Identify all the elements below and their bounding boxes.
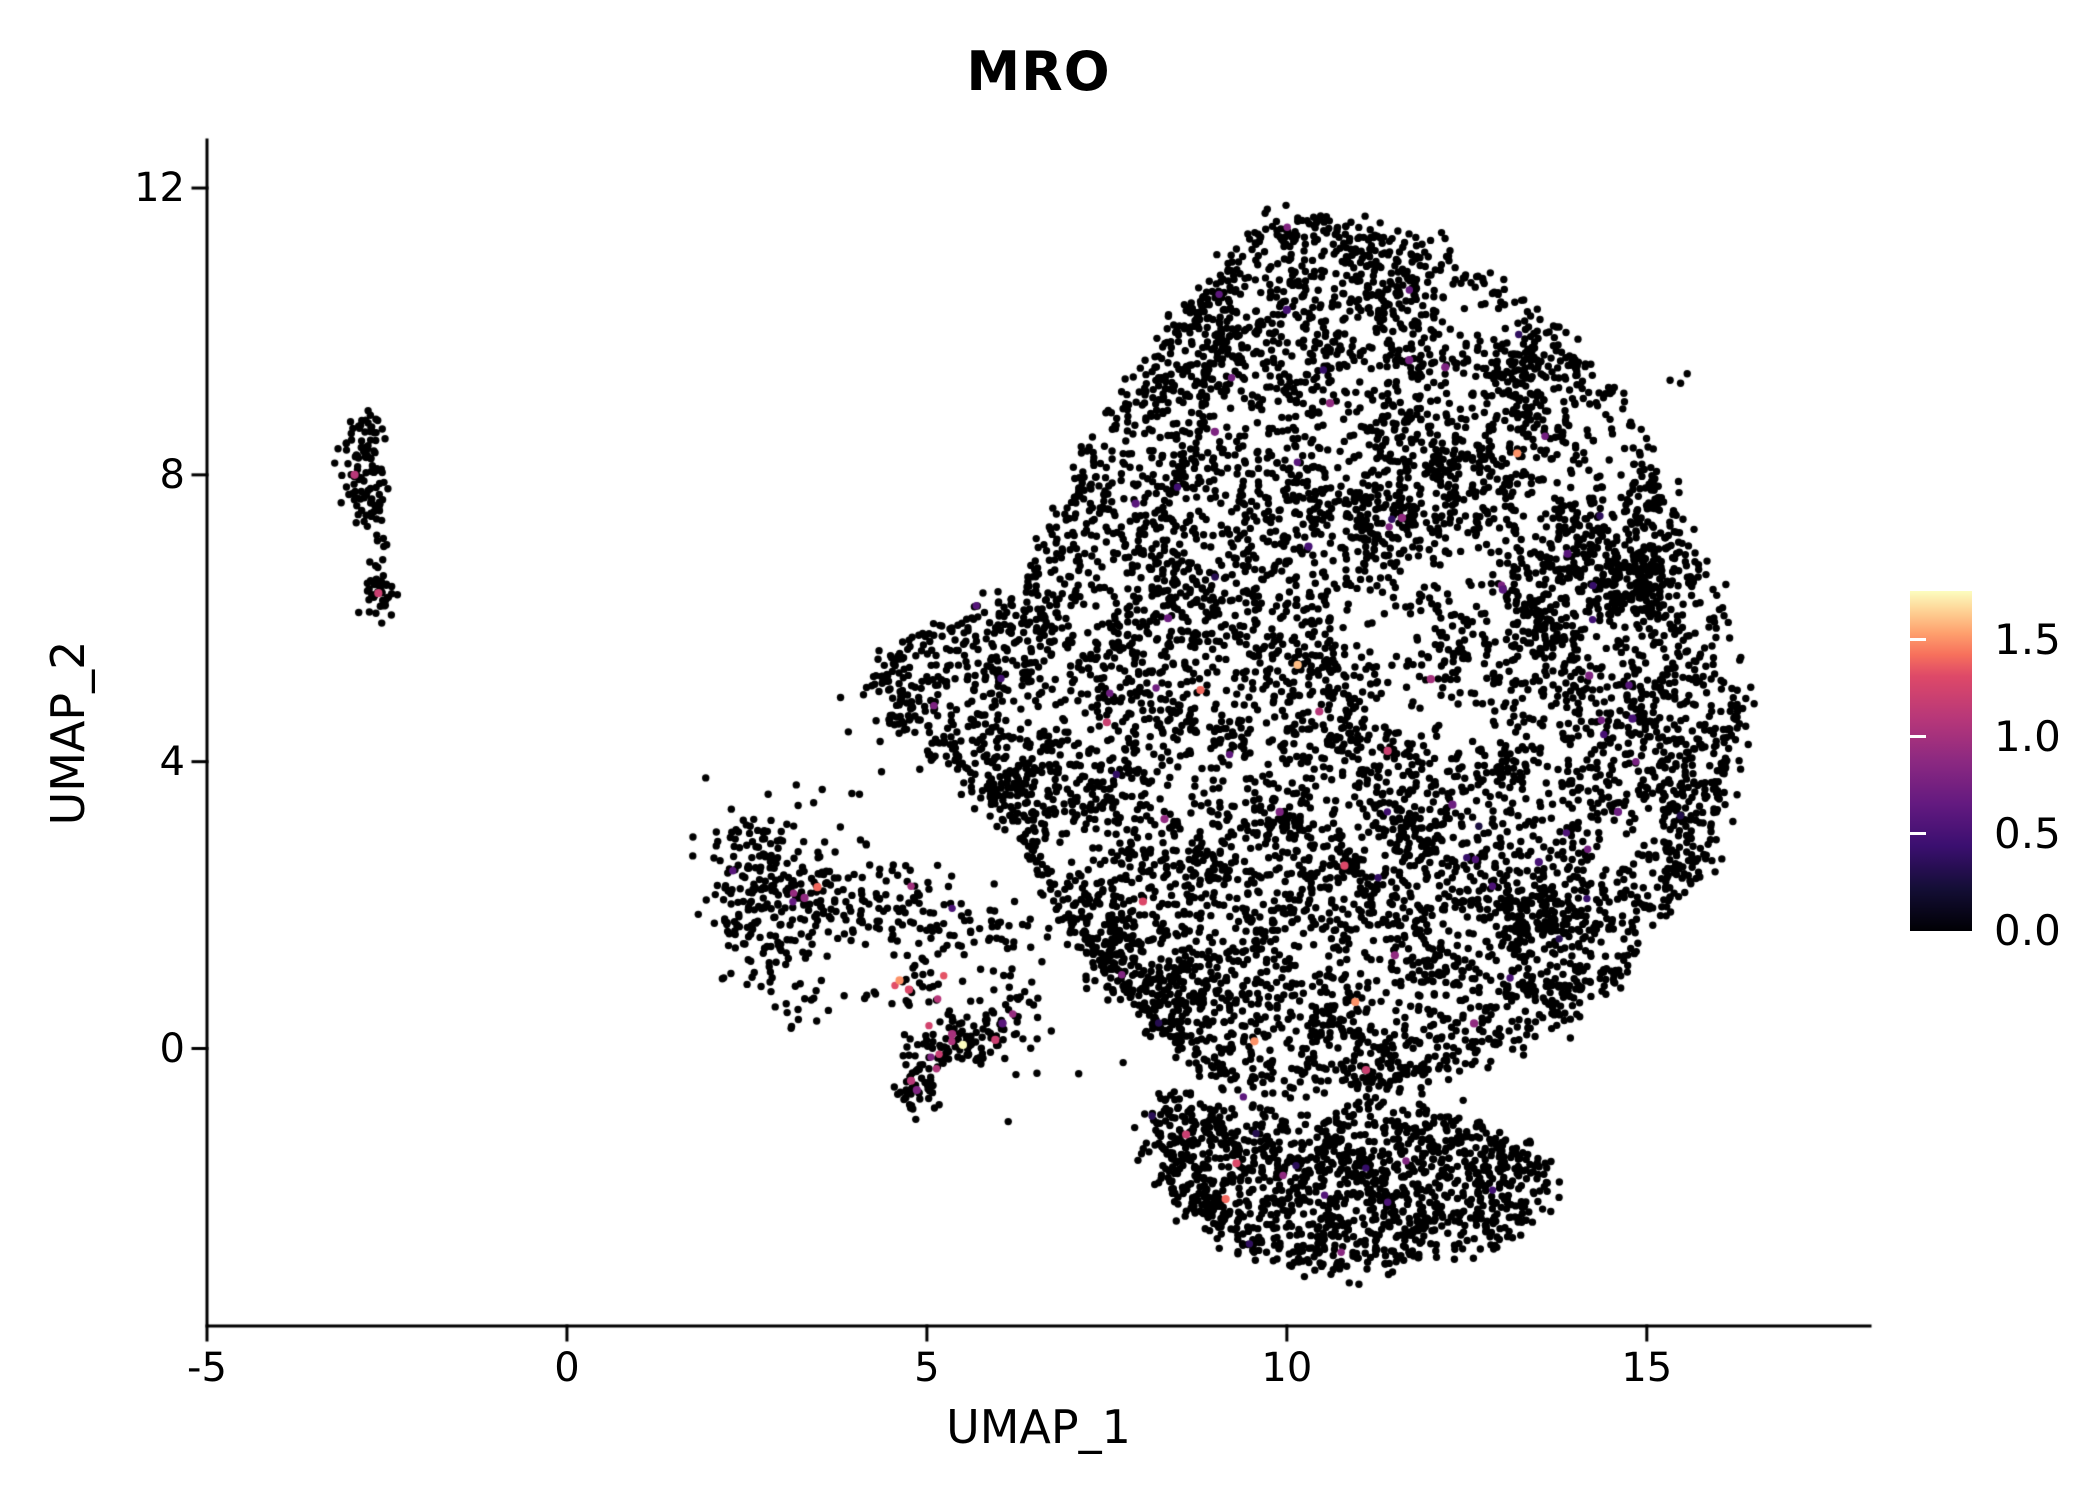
colorbar-gradient bbox=[1910, 591, 1972, 931]
y-axis-title: UMAP_2 bbox=[41, 640, 95, 826]
x-tick-label: 5 bbox=[914, 1345, 940, 1391]
colorbar-legend bbox=[1910, 591, 1972, 931]
plot-title: MRO bbox=[966, 40, 1111, 103]
x-tick-label: 10 bbox=[1261, 1345, 1313, 1391]
x-tick-label: -5 bbox=[187, 1345, 227, 1391]
colorbar-tick-label: 0.5 bbox=[1994, 808, 2061, 858]
colorbar-tick bbox=[1910, 832, 1926, 836]
y-tick-label: 4 bbox=[159, 738, 185, 785]
colorbar-tick-label: 1.5 bbox=[1994, 614, 2061, 664]
y-tick-label: 8 bbox=[159, 451, 185, 498]
y-tick-label: 12 bbox=[134, 165, 185, 212]
x-axis-title: UMAP_1 bbox=[946, 1400, 1131, 1454]
x-tick-label: 0 bbox=[554, 1345, 580, 1391]
x-tick-label: 15 bbox=[1621, 1345, 1673, 1391]
colorbar-tick-label: 0.0 bbox=[1994, 906, 2061, 955]
y-tick-label: 0 bbox=[159, 1025, 185, 1072]
colorbar-tick bbox=[1910, 735, 1926, 739]
colorbar-tick-label: 1.0 bbox=[1994, 711, 2061, 761]
colorbar-tick bbox=[1910, 638, 1926, 642]
